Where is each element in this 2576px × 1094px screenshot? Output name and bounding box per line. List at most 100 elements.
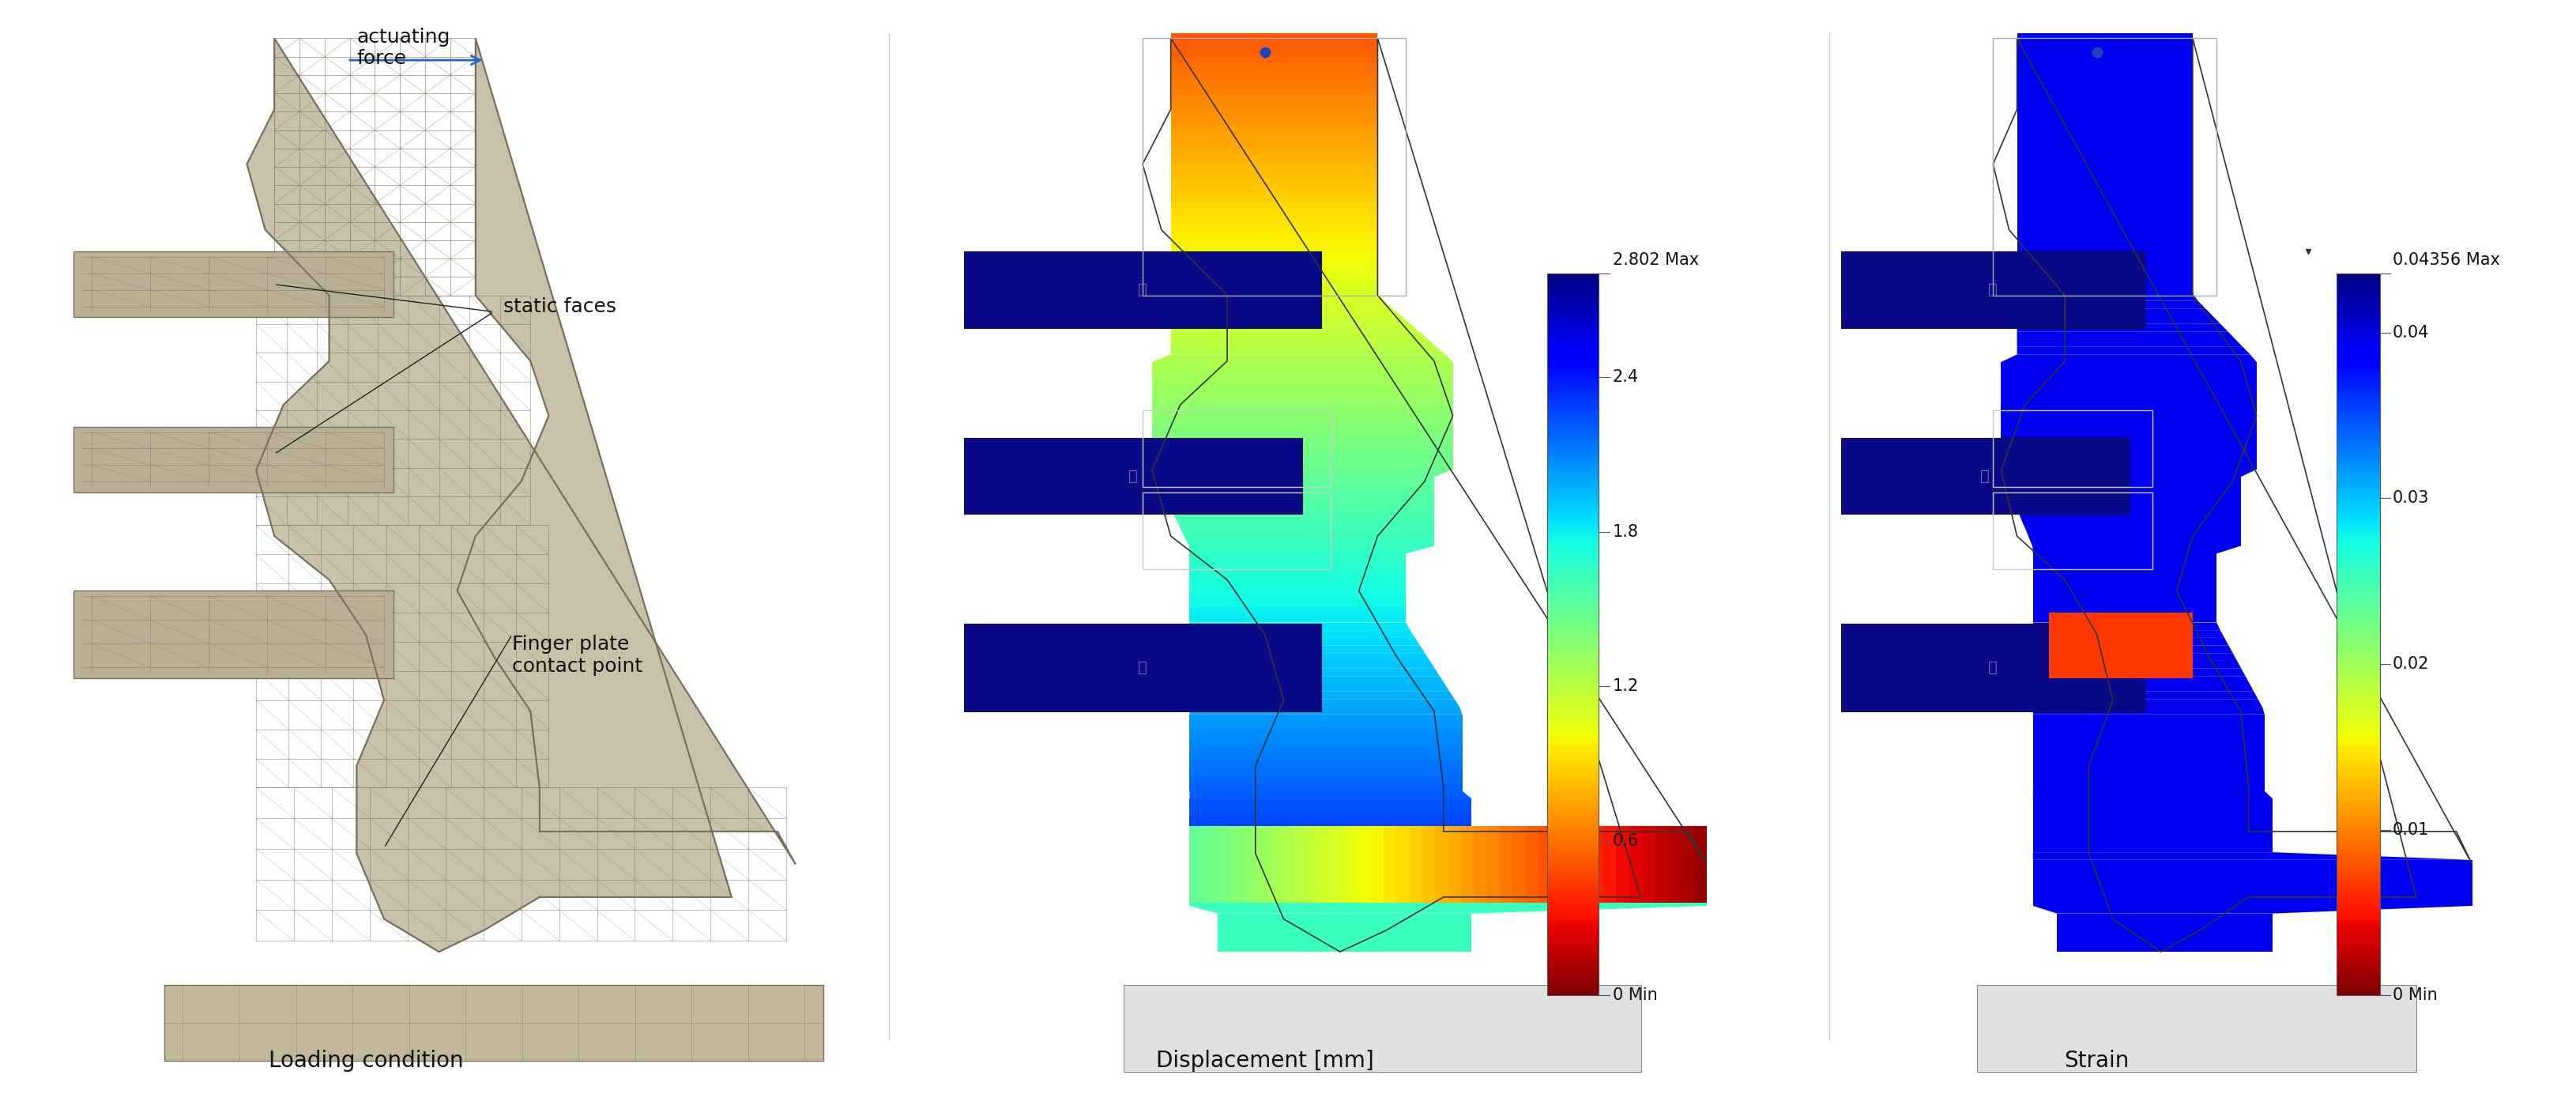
Polygon shape — [1190, 714, 1463, 722]
Polygon shape — [1448, 826, 1461, 903]
Polygon shape — [2336, 632, 2380, 637]
Polygon shape — [1512, 826, 1525, 903]
Polygon shape — [2336, 759, 2380, 764]
Polygon shape — [2336, 379, 2380, 382]
Polygon shape — [2017, 40, 2192, 48]
Polygon shape — [2336, 335, 2380, 339]
Polygon shape — [2032, 554, 2215, 561]
Polygon shape — [1546, 717, 1600, 720]
Polygon shape — [2336, 386, 2380, 389]
Polygon shape — [1546, 640, 1600, 643]
Polygon shape — [1546, 981, 1600, 985]
Polygon shape — [1546, 513, 1600, 516]
Polygon shape — [2336, 579, 2380, 582]
Polygon shape — [2336, 389, 2380, 393]
Polygon shape — [1546, 299, 1600, 303]
Polygon shape — [2032, 684, 2254, 691]
Polygon shape — [1190, 906, 1708, 913]
Polygon shape — [72, 591, 394, 678]
Polygon shape — [2336, 397, 2380, 400]
Polygon shape — [2336, 513, 2380, 516]
Polygon shape — [1190, 845, 1471, 852]
Polygon shape — [1546, 353, 1600, 357]
Polygon shape — [2032, 799, 2272, 806]
Polygon shape — [1546, 426, 1600, 430]
Polygon shape — [2336, 593, 2380, 596]
Polygon shape — [1170, 209, 1378, 217]
Text: 🔒: 🔒 — [1981, 468, 1989, 484]
Polygon shape — [1546, 673, 1600, 676]
Polygon shape — [1546, 579, 1600, 582]
Polygon shape — [2017, 117, 2192, 125]
Polygon shape — [2056, 913, 2272, 921]
Polygon shape — [1546, 274, 1600, 277]
Polygon shape — [2032, 584, 2215, 592]
Polygon shape — [1546, 342, 1600, 346]
Polygon shape — [1546, 331, 1600, 335]
Polygon shape — [1546, 524, 1600, 527]
Polygon shape — [2336, 437, 2380, 441]
Polygon shape — [1615, 826, 1628, 903]
Polygon shape — [1546, 411, 1600, 415]
Polygon shape — [1546, 281, 1600, 284]
Polygon shape — [1546, 389, 1600, 393]
Polygon shape — [1170, 201, 1378, 209]
Polygon shape — [2336, 665, 2380, 670]
Polygon shape — [2336, 894, 2380, 897]
Polygon shape — [1546, 295, 1600, 299]
Polygon shape — [1546, 618, 1600, 621]
Polygon shape — [2336, 891, 2380, 894]
Polygon shape — [2336, 295, 2380, 299]
Polygon shape — [1577, 826, 1589, 903]
Polygon shape — [2336, 833, 2380, 836]
Polygon shape — [1151, 431, 1453, 439]
Polygon shape — [1546, 444, 1600, 447]
Polygon shape — [1151, 385, 1453, 393]
Text: 0 Min: 0 Min — [2393, 988, 2437, 1003]
Polygon shape — [1170, 171, 1378, 178]
Polygon shape — [1546, 854, 1600, 858]
Polygon shape — [1546, 375, 1600, 379]
Polygon shape — [1546, 817, 1600, 822]
Polygon shape — [1546, 876, 1600, 880]
Text: 1.2: 1.2 — [1613, 678, 1638, 695]
Polygon shape — [1546, 284, 1600, 288]
Polygon shape — [247, 38, 796, 952]
Polygon shape — [1170, 286, 1378, 293]
Polygon shape — [1293, 826, 1306, 903]
Polygon shape — [1546, 447, 1600, 452]
Polygon shape — [2336, 590, 2380, 593]
Polygon shape — [2336, 690, 2380, 695]
Polygon shape — [2032, 829, 2272, 837]
Polygon shape — [2336, 350, 2380, 353]
Polygon shape — [1546, 948, 1600, 952]
Polygon shape — [2017, 140, 2192, 148]
Polygon shape — [1218, 936, 1471, 944]
Polygon shape — [2017, 71, 2192, 79]
Polygon shape — [1170, 86, 1378, 94]
Polygon shape — [2336, 970, 2380, 974]
Polygon shape — [2336, 574, 2380, 579]
Polygon shape — [2336, 310, 2380, 313]
Polygon shape — [2336, 880, 2380, 883]
Text: 🔒: 🔒 — [1139, 282, 1146, 298]
Polygon shape — [2336, 684, 2380, 687]
Polygon shape — [1546, 574, 1600, 579]
Polygon shape — [2017, 263, 2192, 270]
Polygon shape — [1538, 826, 1551, 903]
Polygon shape — [1218, 921, 1471, 929]
Polygon shape — [1170, 163, 1378, 171]
Polygon shape — [1332, 826, 1345, 903]
Polygon shape — [2002, 370, 2257, 377]
Polygon shape — [2017, 109, 2192, 117]
Polygon shape — [1151, 469, 1453, 477]
Polygon shape — [1546, 861, 1600, 865]
Polygon shape — [2336, 557, 2380, 560]
Polygon shape — [2032, 783, 2264, 791]
Polygon shape — [2336, 469, 2380, 473]
Polygon shape — [2336, 992, 2380, 996]
Polygon shape — [2014, 500, 2241, 508]
Polygon shape — [2336, 952, 2380, 956]
Polygon shape — [2002, 446, 2257, 454]
Polygon shape — [1546, 433, 1600, 437]
